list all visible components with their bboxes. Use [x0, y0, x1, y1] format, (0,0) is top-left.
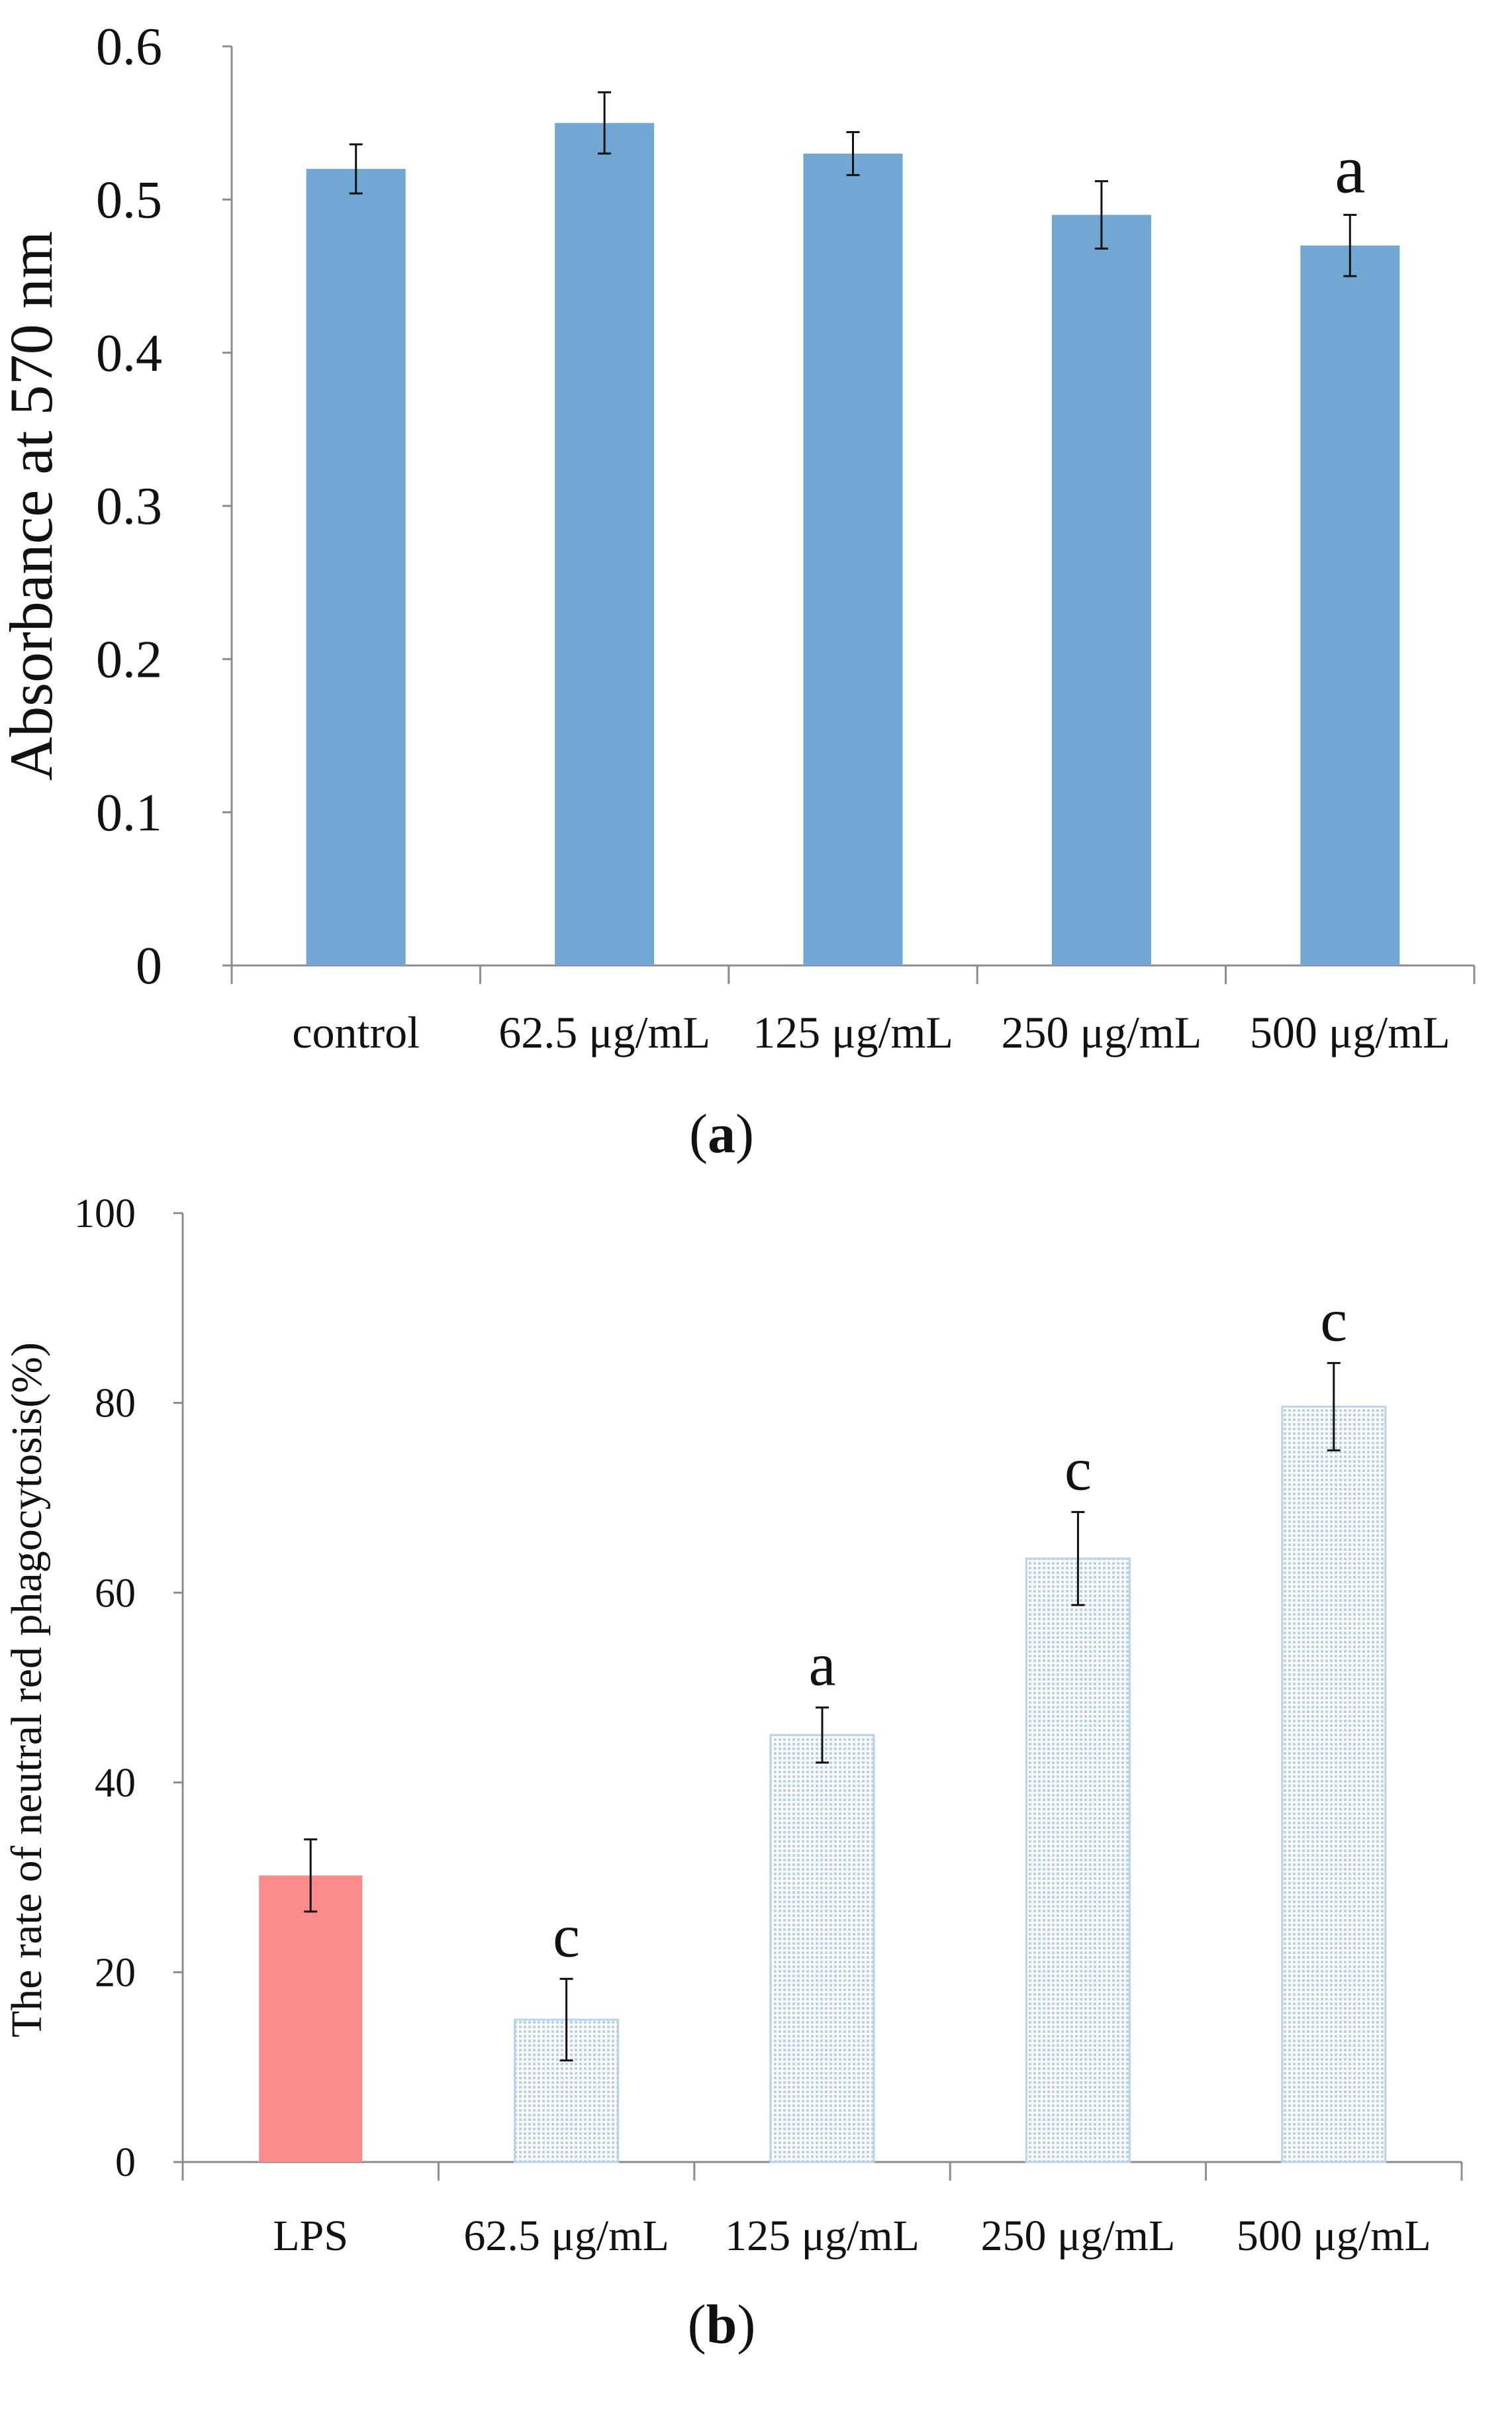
caption-paren-open: (: [689, 1103, 708, 1165]
significance-label: c: [553, 1902, 580, 1969]
bar: [306, 169, 406, 966]
x-tick-label: 250 μg/mL: [1002, 1007, 1202, 1058]
y-tick-label: 60: [95, 1571, 136, 1616]
x-tick-label: control: [292, 1007, 420, 1058]
x-tick-label: LPS: [273, 2212, 348, 2260]
x-tick-label: 500 μg/mL: [1250, 1007, 1450, 1058]
bar: [555, 123, 655, 966]
y-tick-label: 0.4: [96, 324, 162, 383]
bar: [1281, 1405, 1387, 2163]
y-tick-label: 100: [74, 1191, 136, 1236]
panel-label: b: [706, 2294, 737, 2355]
y-tick-label: 40: [95, 1761, 136, 1806]
bar: [1300, 245, 1400, 965]
bar: [1051, 215, 1151, 965]
y-tick-label: 0.2: [96, 631, 162, 689]
panel-caption: (b): [688, 2294, 756, 2355]
significance-label: a: [1335, 131, 1365, 207]
caption-paren-close: ): [735, 1103, 754, 1165]
y-tick-label: 0.5: [96, 172, 162, 230]
chart-panel-a: 0 0.1 0.2 0.3 0.4 0.5 0.6 control 62.5 μg/mL 125 …: [0, 18, 1476, 1165]
x-tick-label: 125 μg/mL: [725, 2212, 920, 2260]
y-tick-label: 0: [136, 937, 162, 995]
x-tick-label: 62.5 μg/mL: [498, 1007, 710, 1058]
caption-paren-close: ): [737, 2294, 755, 2355]
y-tick-label: 0: [115, 2140, 136, 2185]
panel-label: a: [708, 1103, 735, 1165]
bar: [259, 1875, 363, 2162]
bar: [1025, 1557, 1131, 2163]
y-axis-label: Absorbance at 570 nm: [0, 231, 65, 781]
x-tick-label: 500 μg/mL: [1237, 2212, 1431, 2260]
x-tick-label: 62.5 μg/mL: [463, 2212, 669, 2260]
significance-label: c: [1320, 1286, 1347, 1353]
y-tick-label: 80: [95, 1381, 136, 1426]
x-tick-label: 125 μg/mL: [753, 1007, 953, 1058]
x-tick-label: 250 μg/mL: [980, 2212, 1175, 2260]
significance-label: a: [809, 1631, 836, 1698]
significance-label: c: [1064, 1435, 1092, 1502]
bar: [803, 153, 903, 965]
y-axis-label: The rate of neutral red phagocytosis(%): [3, 1342, 51, 2038]
chart-panel-b: 0 20 40 60 80 100 LPS c 62.5 μg/mL a 125 μg/mL c 250…: [3, 1191, 1463, 2355]
y-tick-label: 0.3: [96, 477, 162, 536]
y-tick-label: 0.6: [96, 18, 162, 76]
caption-paren-open: (: [688, 2294, 706, 2355]
y-tick-label: 0.1: [96, 784, 162, 842]
y-tick-label: 20: [95, 1950, 136, 1995]
panel-caption: (a): [689, 1103, 754, 1165]
bar: [769, 1734, 875, 2163]
